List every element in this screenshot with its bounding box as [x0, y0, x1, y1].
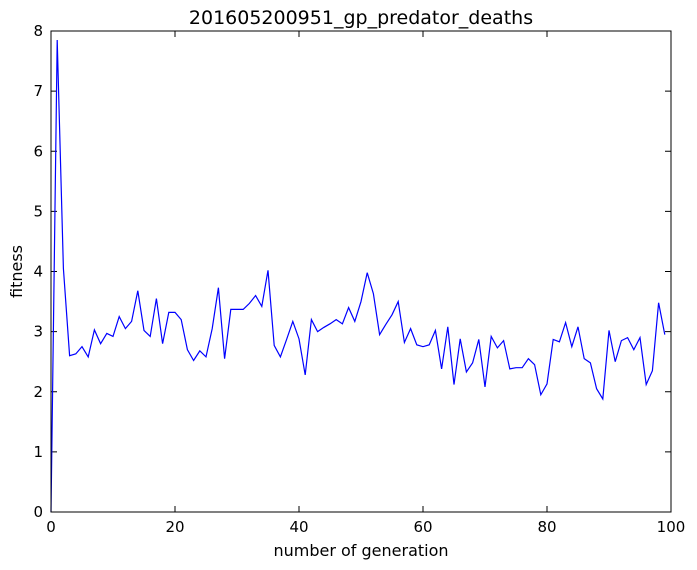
y-tick-label: 7 [33, 82, 43, 100]
tick-labels: 0 20 40 60 80 100 0 1 2 3 4 5 6 7 8 [33, 22, 685, 536]
x-tick-label: 20 [165, 518, 184, 536]
x-tick-label: 0 [46, 518, 56, 536]
plot-frame [50, 30, 672, 513]
y-axis-label: fitness [7, 245, 26, 298]
x-tick-label: 100 [657, 518, 686, 536]
y-tick-label: 8 [33, 22, 43, 40]
x-tick-label: 80 [537, 518, 556, 536]
x-tick-label: 40 [289, 518, 308, 536]
y-tick-label: 2 [33, 383, 43, 401]
y-tick-label: 1 [33, 443, 43, 461]
series-line [50, 40, 666, 513]
y-tick-label: 3 [33, 323, 43, 341]
y-tick-label: 4 [33, 263, 43, 281]
x-axis-label: number of generation [273, 541, 448, 560]
plot-background [51, 31, 671, 512]
y-tick-label: 5 [33, 202, 43, 220]
y-tick-label: 6 [33, 142, 43, 160]
series-group [50, 40, 666, 513]
y-tick-label: 0 [33, 503, 43, 521]
chart-title: 201605200951_gp_predator_deaths [189, 7, 533, 29]
x-tick-label: 60 [413, 518, 432, 536]
